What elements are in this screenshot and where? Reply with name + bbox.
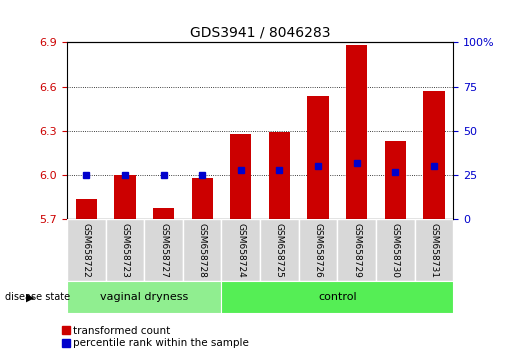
Bar — [76, 199, 97, 219]
Bar — [269, 132, 290, 219]
Bar — [153, 208, 174, 219]
Legend: transformed count, percentile rank within the sample: transformed count, percentile rank withi… — [62, 326, 249, 348]
Bar — [183, 219, 221, 281]
Bar — [346, 45, 367, 219]
Text: GSM658729: GSM658729 — [352, 223, 361, 278]
Text: GSM658728: GSM658728 — [198, 223, 207, 278]
Text: GSM658726: GSM658726 — [314, 223, 322, 278]
Text: GSM658731: GSM658731 — [430, 223, 438, 278]
Bar — [337, 219, 376, 281]
Bar — [106, 219, 144, 281]
Text: ▶: ▶ — [26, 292, 35, 302]
Text: GSM658722: GSM658722 — [82, 223, 91, 277]
Bar — [230, 134, 251, 219]
Bar — [260, 219, 299, 281]
Bar — [299, 219, 337, 281]
Text: GSM658727: GSM658727 — [159, 223, 168, 278]
Title: GDS3941 / 8046283: GDS3941 / 8046283 — [190, 26, 330, 40]
Bar — [114, 175, 135, 219]
Bar — [376, 219, 415, 281]
Bar — [221, 219, 260, 281]
Bar — [67, 281, 221, 313]
Text: GSM658723: GSM658723 — [121, 223, 129, 278]
Bar — [415, 219, 453, 281]
Bar — [385, 141, 406, 219]
Text: GSM658724: GSM658724 — [236, 223, 245, 277]
Text: GSM658730: GSM658730 — [391, 223, 400, 278]
Bar — [192, 178, 213, 219]
Text: GSM658725: GSM658725 — [275, 223, 284, 278]
Bar — [423, 91, 444, 219]
Bar — [221, 281, 453, 313]
Text: control: control — [318, 292, 356, 302]
Bar — [307, 96, 329, 219]
Bar — [67, 219, 106, 281]
Bar — [144, 219, 183, 281]
Text: vaginal dryness: vaginal dryness — [100, 292, 188, 302]
Text: disease state: disease state — [5, 292, 70, 302]
